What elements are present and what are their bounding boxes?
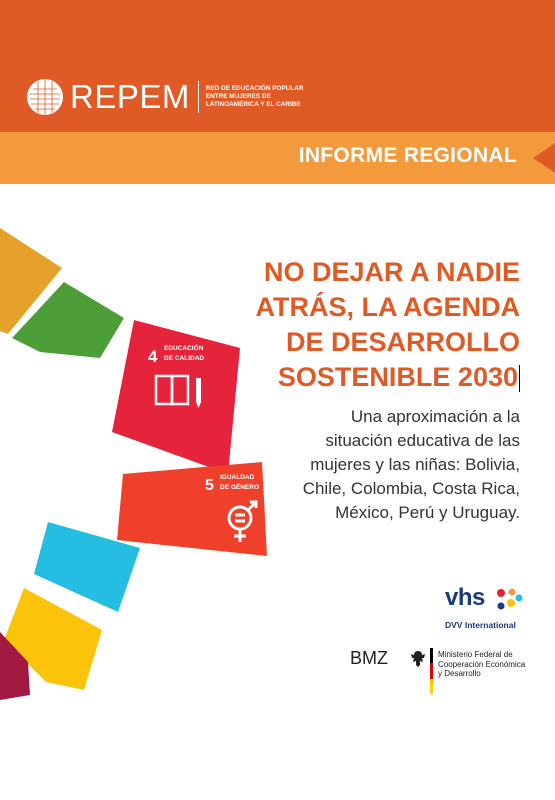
logo-subtitle-line: RED DE EDUCACIÓN POPULAR bbox=[205, 84, 304, 92]
report-banner bbox=[0, 132, 555, 184]
header-band bbox=[0, 0, 555, 132]
book-icon bbox=[154, 374, 190, 406]
logo-subtitle: RED DE EDUCACIÓN POPULAR ENTRE MUJERES D… bbox=[206, 85, 304, 110]
sdg-goal-5-label: IGUALDAD bbox=[220, 474, 255, 481]
bmz-logo: BMZ bbox=[350, 648, 388, 668]
report-subtitle: Una aproximación a la situación educativ… bbox=[270, 405, 520, 525]
logo-subtitle-line: ENTRE MUJERES DE bbox=[205, 92, 271, 100]
title-line: DE DESARROLLO bbox=[285, 327, 520, 357]
ministry-name: Ministerio Federal de Cooperación Económ… bbox=[438, 650, 525, 679]
subtitle-line: Chile, Colombia, Costa Rica, bbox=[302, 479, 520, 498]
sdg-goal-5-tile bbox=[117, 462, 267, 556]
german-flag-stripe bbox=[430, 648, 433, 694]
ministry-line: Ministerio Federal de bbox=[438, 650, 513, 659]
vhs-logo: vhs DVV International bbox=[445, 584, 525, 634]
sdg-goal-4-tile bbox=[112, 320, 240, 474]
sdg-wheel: 4 EDUCACIÓN DE CALIDAD 5 IGUALDAD DE GÉN… bbox=[0, 228, 267, 700]
sdg-goal-5-label: DE GÉNERO bbox=[220, 482, 259, 491]
logo-divider bbox=[197, 81, 199, 113]
sdg-segment-maroon bbox=[0, 632, 30, 700]
vhs-dots-icon bbox=[497, 588, 523, 610]
subtitle-line: Una aproximación a la bbox=[350, 407, 520, 426]
title-line: NO DEJAR A NADIE bbox=[263, 257, 520, 287]
sdg-goal-4-label: DE CALIDAD bbox=[164, 355, 204, 362]
sdg-segment-yellow bbox=[0, 228, 62, 334]
ministry-line: Cooperación Económica bbox=[438, 659, 526, 669]
gender-equality-icon bbox=[227, 500, 258, 542]
sdg-segment-gold bbox=[4, 588, 102, 690]
text-cursor bbox=[519, 365, 520, 393]
sdg-goal-4-label: EDUCACIÓN bbox=[164, 343, 204, 352]
banner-arrow-icon bbox=[533, 143, 555, 173]
subtitle-line: México, Perú y Uruguay. bbox=[335, 503, 520, 522]
sdg-segment-cyan bbox=[34, 522, 140, 612]
eagle-icon bbox=[411, 651, 425, 667]
report-title: NO DEJAR A NADIE ATRÁS, LA AGENDA DE DES… bbox=[200, 255, 520, 395]
title-line: ATRÁS, LA AGENDA bbox=[255, 292, 521, 322]
logo-subtitle-line: LATINOAMÉRICA Y EL CARIBE bbox=[205, 101, 301, 109]
sdg-segment-green bbox=[12, 282, 124, 358]
subtitle-line: mujeres y las niñas: Bolivia, bbox=[310, 455, 520, 474]
repem-logo: REPEM RED DE EDUCACIÓN POPULAR ENTRE MUJ… bbox=[26, 78, 304, 116]
subtitle-line: situación educativa de las bbox=[325, 431, 520, 450]
vhs-wordmark: vhs bbox=[445, 584, 485, 611]
sdg-goal-4-number: 4 bbox=[148, 347, 158, 366]
report-type-label: INFORME REGIONAL bbox=[298, 144, 517, 167]
ministry-line: y Desarrollo bbox=[438, 669, 481, 678]
repem-logo-icon bbox=[27, 79, 63, 115]
sdg-goal-5-number: 5 bbox=[205, 477, 214, 494]
pencil-icon bbox=[196, 378, 201, 408]
vhs-subtitle: DVV International bbox=[445, 620, 516, 630]
logo-wordmark: REPEM bbox=[70, 78, 190, 115]
title-last-line: SOSTENIBLE 2030 bbox=[200, 360, 520, 395]
title-line: SOSTENIBLE 2030 bbox=[277, 362, 518, 392]
